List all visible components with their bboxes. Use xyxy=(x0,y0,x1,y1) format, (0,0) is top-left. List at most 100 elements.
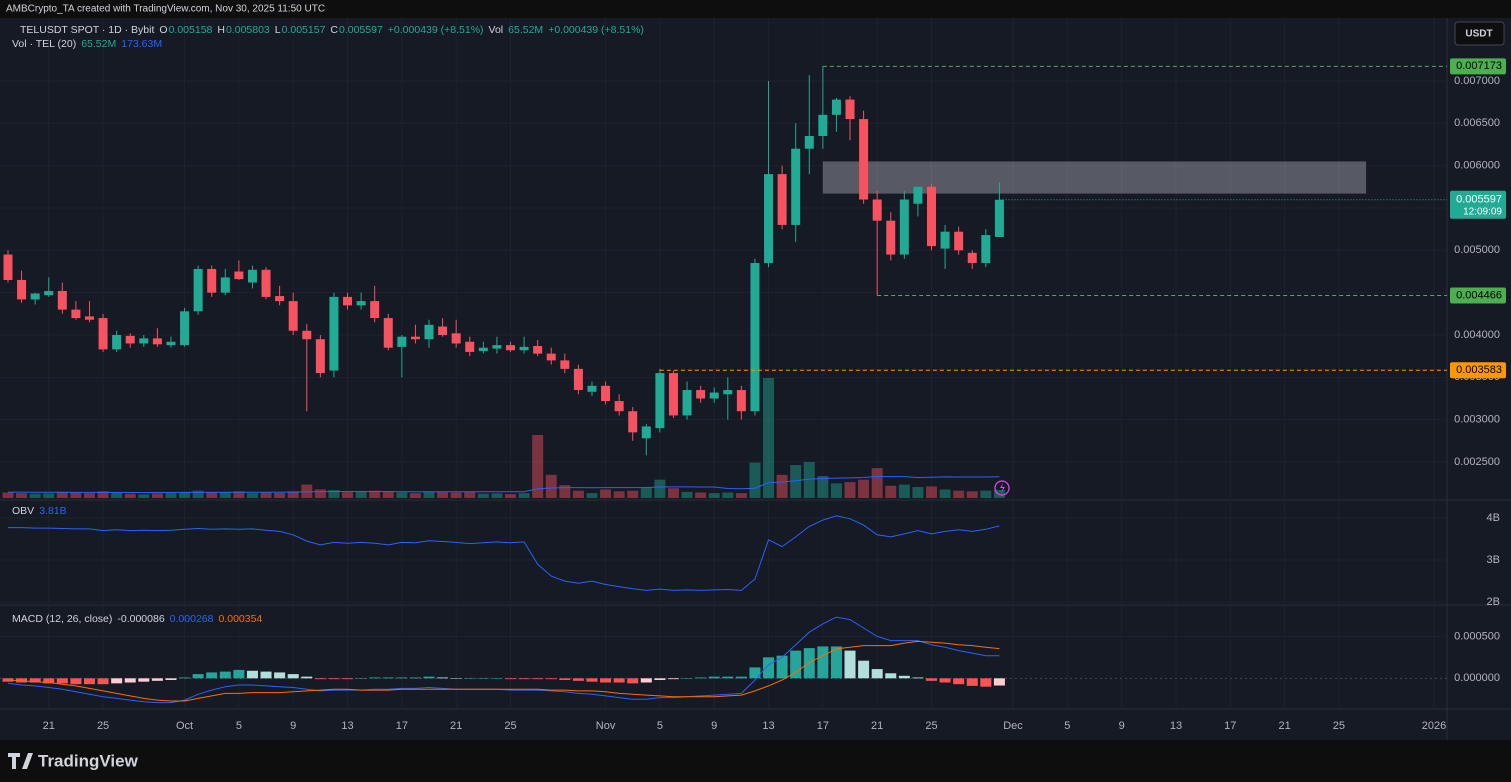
candle-body xyxy=(410,336,420,340)
macd-histogram xyxy=(871,669,883,679)
candle-body xyxy=(370,301,380,319)
x-tick-label: 13 xyxy=(762,720,774,732)
x-tick-label: Dec xyxy=(1003,720,1023,732)
legend-text: -0.000086 xyxy=(117,613,164,625)
macd-histogram xyxy=(70,678,82,685)
macd-histogram xyxy=(966,678,978,686)
volume-bar xyxy=(627,490,639,498)
y-tick-label: 2B xyxy=(1487,596,1500,608)
x-tick-label: 21 xyxy=(1278,720,1290,732)
legend-text: L xyxy=(275,24,281,36)
level-tag xyxy=(1450,287,1506,304)
icon-circle xyxy=(994,480,1010,496)
candle-body xyxy=(845,99,855,120)
volume-bar xyxy=(97,491,109,498)
level-label: 0.003583 xyxy=(1456,364,1502,376)
y-tick-label: 0.006500 xyxy=(1454,117,1500,129)
macd-histogram xyxy=(654,678,666,680)
plot: 21 25 Oct 5 9 13 17 21 25 Nov 5 9 13 17 21 25 Dec 5 9 13 17 2… xyxy=(0,18,1506,732)
macd-histogram xyxy=(980,678,992,687)
macd-histogram xyxy=(409,677,421,679)
candle-body xyxy=(668,373,678,416)
volume-bar xyxy=(382,491,394,498)
candle-body xyxy=(261,269,271,297)
macd-histogram xyxy=(776,655,788,679)
x-tick-label: 25 xyxy=(504,720,516,732)
volume-bar xyxy=(885,485,897,498)
legend-text: O xyxy=(159,24,167,36)
macd-histogram xyxy=(586,678,598,682)
macd-histogram xyxy=(355,678,367,679)
candle-body xyxy=(180,311,190,346)
icon-bolt xyxy=(1000,483,1005,493)
candle-body xyxy=(573,368,583,391)
currency-button[interactable] xyxy=(1454,21,1505,46)
x-tick-label: Oct xyxy=(176,720,193,732)
macd-histogram xyxy=(491,678,503,679)
volume-bar xyxy=(477,493,489,498)
volume-bar xyxy=(735,493,747,498)
candle-body xyxy=(736,390,746,412)
candle-body xyxy=(831,99,841,115)
volume-bar xyxy=(409,493,421,498)
candle-body xyxy=(899,199,909,255)
candle-body xyxy=(981,235,991,264)
macd-histogram xyxy=(681,678,693,679)
countdown: 12:09:09 xyxy=(1463,206,1502,217)
macd-histogram xyxy=(151,678,163,681)
macd-histogram xyxy=(830,646,842,679)
macd-histogram xyxy=(423,676,435,679)
candle-body xyxy=(315,339,325,374)
y-tick-label: 0.002500 xyxy=(1454,456,1500,468)
candle-body xyxy=(302,330,312,340)
macd-histogram xyxy=(640,678,652,683)
legend-text: 65.52M xyxy=(81,38,116,50)
candle-body xyxy=(288,301,298,331)
candle-body xyxy=(954,231,964,251)
macd-histogram xyxy=(396,677,408,679)
candle-body xyxy=(220,277,230,293)
macd-histogram xyxy=(274,672,286,679)
candle-body xyxy=(112,334,122,350)
x-tick-label: 17 xyxy=(817,720,829,732)
volume-bar xyxy=(749,462,761,498)
candle-body xyxy=(84,316,94,320)
candle-body xyxy=(750,263,760,412)
volume-bar xyxy=(640,487,652,498)
macd-histogram xyxy=(192,674,204,679)
macd-histogram xyxy=(953,678,965,685)
candle-body xyxy=(601,385,611,402)
candle-body xyxy=(465,341,475,352)
candle-body xyxy=(343,296,353,306)
candle-body xyxy=(329,296,339,371)
legend-text: 0.000354 xyxy=(218,613,262,625)
volume-bar xyxy=(966,491,978,498)
candle-body xyxy=(44,290,54,296)
macd-histogram xyxy=(165,678,177,680)
candle-body xyxy=(139,338,149,344)
legend-text: 173.63M xyxy=(121,38,162,50)
x-tick-label: 25 xyxy=(925,720,937,732)
macd-histogram xyxy=(817,646,829,679)
candle-body xyxy=(492,345,502,349)
candle-body xyxy=(587,385,597,392)
macd-histogram xyxy=(233,669,245,679)
macd-histogram xyxy=(504,678,516,680)
candle-body xyxy=(709,392,719,399)
candle-body xyxy=(913,186,923,204)
candle-body xyxy=(152,338,162,345)
legend-text: H xyxy=(217,24,225,36)
level-tag xyxy=(1450,58,1506,75)
volume-bar xyxy=(695,492,707,498)
candle-body xyxy=(533,346,543,354)
volume-bar xyxy=(559,485,571,498)
volume-bar xyxy=(858,479,870,498)
credit: AMBCrypto_TA created with TradingView.co… xyxy=(6,4,325,15)
volume-bar xyxy=(138,494,150,498)
volume-bar xyxy=(504,494,516,498)
currency[interactable]: USDT xyxy=(1465,29,1492,40)
y-tick-label: 0.006000 xyxy=(1454,160,1500,172)
candle-body xyxy=(234,271,244,280)
volume-bar xyxy=(532,435,544,498)
obv-line xyxy=(8,515,1000,591)
